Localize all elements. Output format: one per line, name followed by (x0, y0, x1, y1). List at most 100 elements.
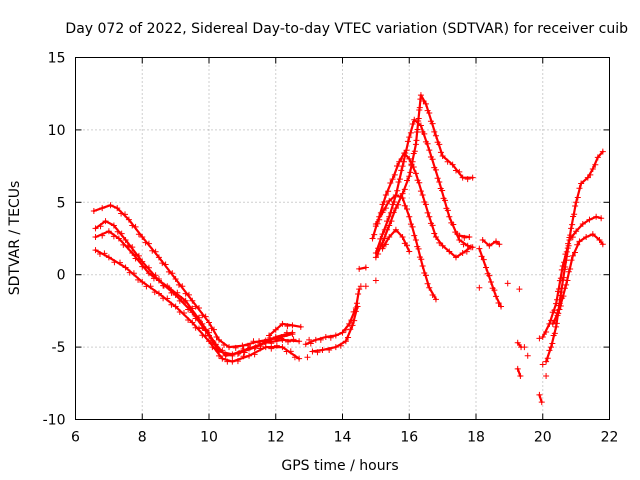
trace-marker (326, 347, 333, 354)
trace-marker (135, 276, 142, 283)
trace-marker (417, 96, 424, 103)
trace-marker (216, 346, 223, 353)
data-point (102, 218, 109, 225)
trace-marker (262, 337, 269, 344)
trace-marker (241, 349, 248, 356)
data-point (569, 252, 576, 259)
trace-marker (202, 327, 209, 334)
trace-marker (118, 230, 125, 237)
data-point (464, 242, 471, 249)
trace-marker (352, 308, 359, 315)
trace-marker (202, 333, 209, 340)
y-axis-label: SDTVAR / TECUs (7, 181, 23, 296)
data-point (432, 296, 439, 303)
isolated-point (536, 335, 543, 342)
data-point (342, 338, 349, 345)
trace-marker (342, 326, 349, 333)
data-point (92, 234, 99, 241)
trace-marker (404, 138, 411, 145)
series-track-19 (536, 391, 545, 406)
data-point (252, 344, 259, 351)
data-point (114, 205, 121, 212)
data-point (411, 116, 418, 123)
trace-marker (404, 206, 411, 213)
data-point (549, 320, 556, 327)
data-point (319, 346, 326, 353)
data-point (517, 373, 524, 380)
series-track-4 (92, 247, 303, 365)
data-point (226, 344, 233, 351)
trace-marker (569, 234, 576, 241)
trace-marker (164, 295, 171, 302)
trace-marker (563, 248, 570, 255)
data-point (289, 329, 296, 336)
trace-marker (486, 272, 493, 279)
series-track-12 (372, 192, 439, 303)
trace-marker (195, 314, 202, 321)
trace-marker (267, 337, 274, 344)
data-point (379, 231, 386, 238)
trace-marker (424, 209, 431, 216)
data-point (538, 399, 545, 406)
trace-marker (114, 228, 121, 235)
trace-marker (429, 120, 436, 127)
data-point (559, 263, 566, 270)
data-point (125, 216, 132, 223)
trace-marker (192, 303, 199, 310)
data-point (339, 329, 346, 336)
series-track-20 (543, 148, 606, 365)
data-point (598, 215, 605, 222)
trace-marker (409, 158, 416, 165)
data-point (386, 234, 393, 241)
x-tick-labels: 6 8 10 12 14 16 18 20 22 (71, 430, 618, 446)
trace-marker (543, 328, 550, 335)
isolated-point (306, 336, 313, 343)
data-point (92, 225, 99, 232)
data-point (312, 336, 319, 343)
trace-marker (185, 317, 192, 324)
series-track-8 (356, 264, 369, 272)
trace-marker (135, 256, 142, 263)
y-tick-label: -10 (43, 413, 66, 429)
trace-marker (257, 345, 264, 352)
trace-marker (429, 292, 436, 299)
trace-marker (195, 325, 202, 332)
series-trace (92, 204, 294, 349)
trace-marker (229, 352, 236, 359)
data-point (579, 221, 586, 228)
series-track-16 (479, 236, 503, 249)
trace-marker (442, 197, 449, 204)
isolated-point (357, 283, 364, 290)
trace-marker (145, 240, 152, 247)
trace-marker (422, 201, 429, 208)
trace-marker (381, 235, 388, 242)
trace-marker (212, 345, 219, 352)
trace-marker (592, 161, 599, 168)
trace-marker (314, 349, 321, 356)
trace-marker (132, 223, 139, 230)
data-point (379, 239, 386, 246)
series-track-5 (266, 320, 304, 339)
data-point (105, 254, 112, 261)
trace-marker (558, 266, 565, 273)
series-track-7 (309, 303, 361, 356)
plot-frame (75, 57, 610, 420)
data-point (599, 148, 606, 155)
data-point (139, 278, 146, 285)
data-point (439, 242, 446, 249)
trace-marker (142, 264, 149, 271)
trace-marker (283, 329, 290, 336)
trace-marker (561, 285, 568, 292)
data-point (386, 213, 393, 220)
data-point (412, 236, 419, 243)
series-track-22 (549, 231, 606, 327)
data-point (466, 234, 473, 241)
data-point (272, 333, 279, 340)
trace-marker (234, 358, 241, 365)
trace-marker (221, 341, 228, 348)
trace-marker (139, 263, 146, 270)
trace-marker (287, 348, 294, 355)
data-point (296, 338, 303, 345)
data-point (206, 338, 212, 345)
data-point (332, 344, 339, 351)
